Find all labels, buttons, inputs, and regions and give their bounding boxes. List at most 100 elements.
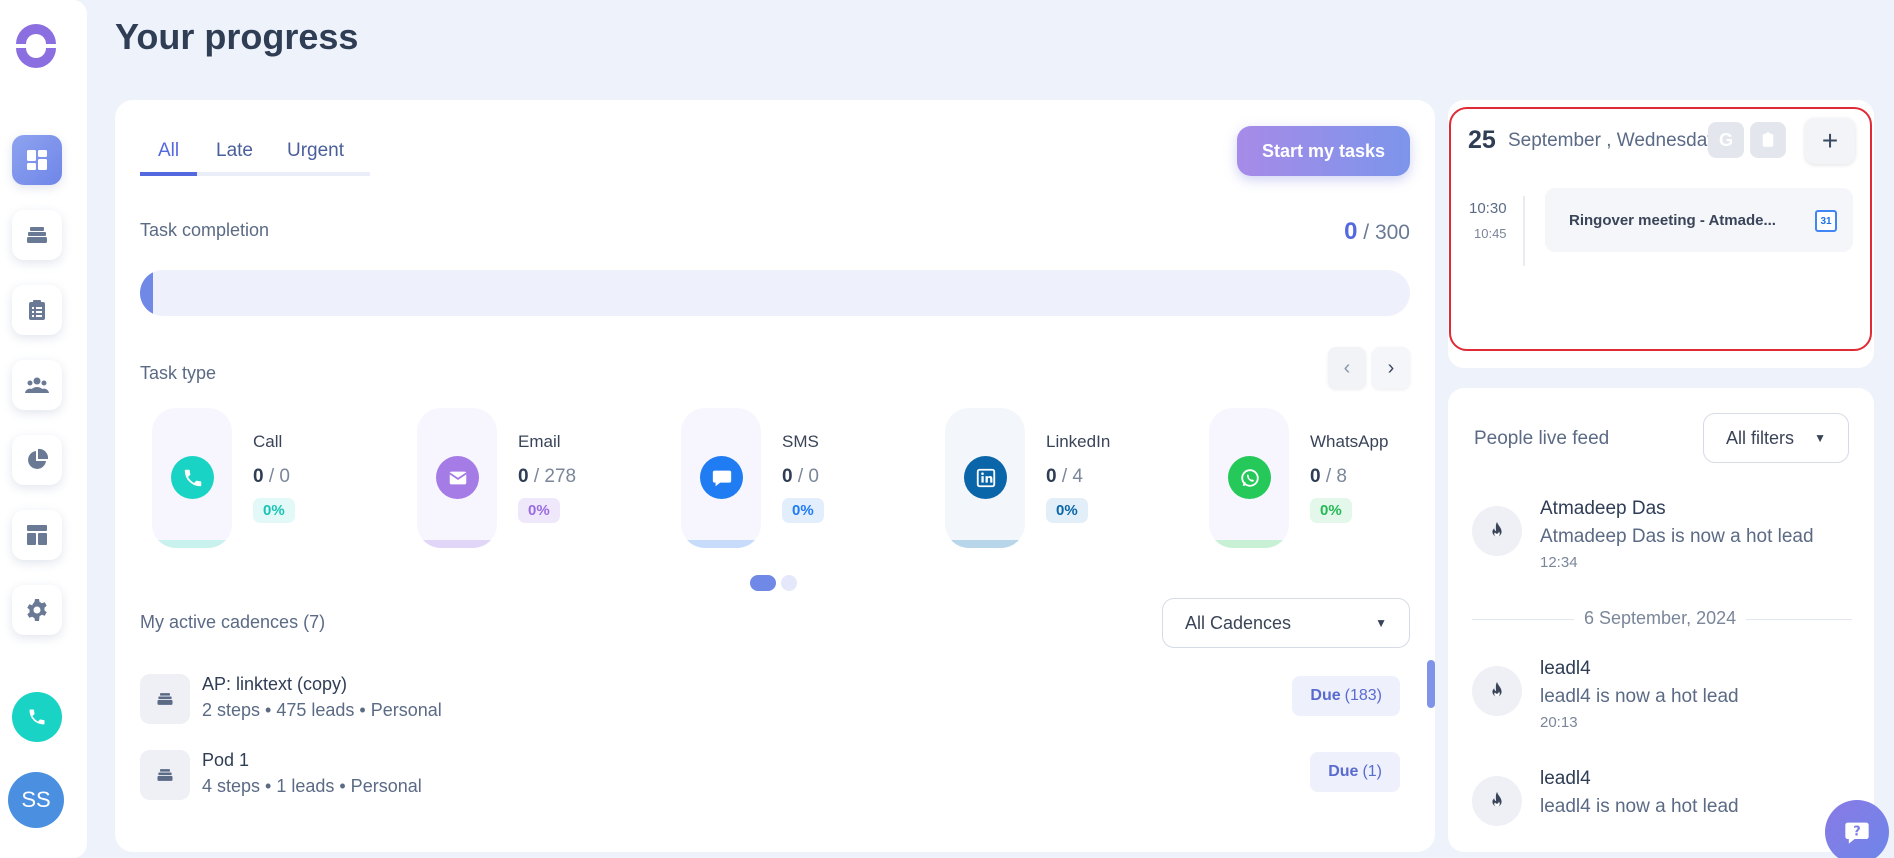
cadence-item[interactable]: Pod 1 4 steps • 1 leads • Personal Due (… [140, 742, 1410, 802]
nav-settings[interactable] [12, 585, 62, 635]
tab-late[interactable]: Late [216, 140, 253, 161]
task-type-card-whatsapp[interactable]: WhatsApp 0 / 8 0% [1197, 408, 1447, 548]
task-type-total: / 8 [1325, 466, 1347, 487]
cadence-filter-select[interactable]: All Cadences ▼ [1162, 598, 1410, 648]
google-icon: G [1718, 129, 1733, 150]
task-type-total: / 0 [797, 466, 819, 487]
svg-text:?: ? [1853, 825, 1860, 840]
task-type-percent: 0% [518, 498, 560, 523]
people-icon [25, 377, 49, 393]
start-tasks-button[interactable]: Start my tasks [1237, 126, 1410, 176]
linkedin-icon [976, 468, 995, 487]
nav-tasks[interactable] [12, 285, 62, 335]
add-event-button[interactable]: + [1805, 118, 1855, 164]
calendar-highlight-frame [1449, 107, 1872, 351]
due-button[interactable]: Due (183) [1292, 676, 1400, 716]
clipboard-icon [1762, 132, 1774, 147]
help-button[interactable]: ? [1825, 800, 1889, 858]
cadence-name: AP: linktext (copy) [202, 674, 348, 694]
completion-done: 0 [1344, 218, 1358, 245]
fire-icon [1472, 776, 1522, 826]
event-end-time: 10:45 [1474, 226, 1507, 241]
task-type-pill-base [152, 540, 232, 548]
nav-people[interactable] [12, 360, 62, 410]
tab-urgent[interactable]: Urgent [287, 140, 345, 161]
sidebar: SS [0, 0, 87, 858]
task-type-card-call[interactable]: Call 0 / 0 0% [140, 408, 390, 548]
tab-all[interactable]: All [140, 136, 198, 176]
task-type-percent: 0% [782, 498, 824, 523]
google-calendar-button[interactable]: G [1708, 122, 1744, 158]
nav-statistics[interactable] [12, 435, 62, 485]
feed-item[interactable]: Atmadeep Das Atmadeep Das is now a hot l… [1472, 498, 1852, 578]
task-type-percent: 0% [1310, 498, 1352, 523]
event-start-time: 10:30 [1469, 200, 1507, 217]
cadence-name: Pod 1 [202, 750, 250, 770]
feed-text: leadl4 is now a hot lead [1540, 686, 1739, 707]
task-type-icon-bg [171, 456, 214, 499]
cadence-item[interactable]: AP: linktext (copy) 2 steps • 475 leads … [140, 666, 1410, 726]
feed-date-separator: 6 September, 2024 [1574, 608, 1747, 629]
task-type-card-linkedin[interactable]: LinkedIn 0 / 4 0% [933, 408, 1183, 548]
calendar-date: September , Wednesday [1508, 130, 1717, 151]
task-type-name: Email [518, 432, 561, 451]
cadence-icon [140, 750, 190, 800]
task-type-next-button[interactable]: › [1372, 347, 1410, 389]
task-type-pill-base [945, 540, 1025, 548]
completion-count: 0 / 300 [1344, 218, 1410, 246]
app-logo[interactable] [12, 22, 60, 70]
carousel-dot[interactable] [781, 574, 797, 591]
task-type-pill-base [681, 540, 761, 548]
task-type-card-sms[interactable]: SMS 0 / 0 0% [669, 408, 919, 548]
task-type-done: 0 [782, 466, 793, 487]
feed-lead-name: Atmadeep Das [1540, 498, 1666, 519]
task-type-prev-button[interactable]: ‹ [1328, 347, 1366, 389]
clipboard-icon [29, 300, 45, 320]
task-type-done: 0 [1310, 466, 1321, 487]
task-type-total: / 0 [268, 466, 290, 487]
gear-icon [27, 599, 47, 621]
nav-cadences[interactable] [12, 210, 62, 260]
active-cadences-label: My active cadences (7) [140, 612, 326, 632]
feed-item[interactable]: leadl4 leadl4 is now a hot lead 20:13 [1472, 658, 1852, 738]
calendar-event[interactable]: Ringover meeting - Atmade... 31 [1545, 188, 1853, 252]
task-tabs: All Late Urgent [140, 136, 370, 176]
phone-icon [29, 709, 45, 725]
task-type-card-email[interactable]: Email 0 / 278 0% [405, 408, 655, 548]
stack-icon [157, 769, 173, 781]
task-type-count: 0 / 0 [782, 466, 819, 488]
mail-icon [448, 471, 467, 484]
calendar-tasks-button[interactable] [1750, 122, 1786, 158]
chevron-right-icon: › [1387, 356, 1395, 379]
completion-progress-bar [140, 270, 1410, 316]
pie-chart-icon [28, 448, 49, 469]
event-title: Ringover meeting - Atmade... [1569, 212, 1776, 229]
caret-down-icon: ▼ [1375, 616, 1387, 630]
task-type-name: SMS [782, 432, 819, 451]
cadence-scrollbar[interactable] [1427, 660, 1435, 708]
carousel-dot-active[interactable] [750, 574, 776, 591]
help-chat-icon: ? [1845, 822, 1869, 844]
due-button[interactable]: Due (1) [1310, 752, 1400, 792]
task-type-percent: 0% [1046, 498, 1088, 523]
task-type-name: LinkedIn [1046, 432, 1111, 451]
chevron-left-icon: ‹ [1343, 356, 1351, 379]
completion-total: / 300 [1363, 221, 1410, 244]
nav-templates[interactable] [12, 510, 62, 560]
dialer-button[interactable] [12, 692, 62, 742]
task-type-done: 0 [1046, 466, 1057, 487]
nav-dashboard[interactable] [12, 135, 62, 185]
feed-filter-select[interactable]: All filters ▼ [1703, 413, 1849, 463]
timeline-divider [1523, 196, 1525, 266]
feed-lead-name: leadl4 [1540, 768, 1591, 789]
calendar-day: 25 [1468, 126, 1496, 154]
task-type-count: 0 / 8 [1310, 466, 1347, 488]
cadence-meta: 2 steps • 475 leads • Personal [202, 700, 442, 720]
cadence-icon [140, 674, 190, 724]
task-type-icon-bg [436, 456, 479, 499]
whatsapp-icon [1240, 468, 1259, 487]
progress-card: All Late Urgent Start my tasks Task comp… [115, 100, 1435, 852]
avatar[interactable]: SS [8, 772, 64, 828]
task-type-label: Task type [140, 363, 217, 383]
feed-item[interactable]: leadl4 leadl4 is now a hot lead [1472, 768, 1852, 848]
